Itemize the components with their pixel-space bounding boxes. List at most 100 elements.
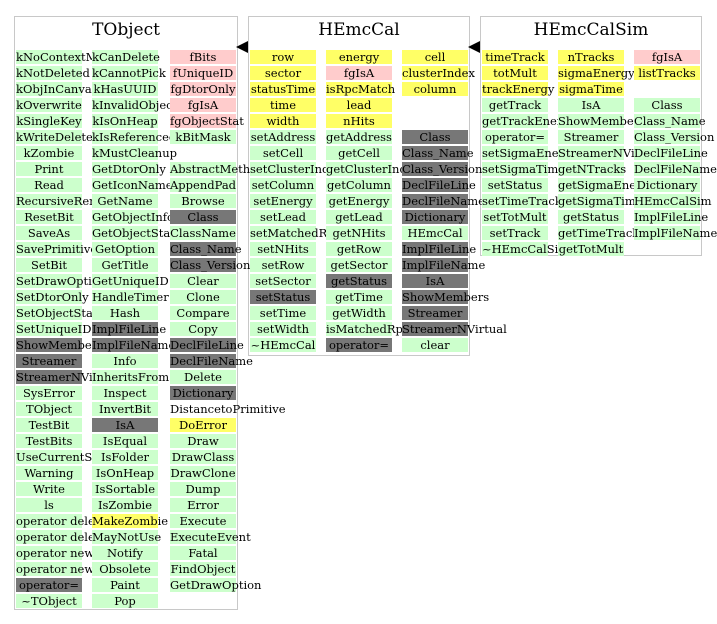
member-cell: GetOption (92, 242, 158, 256)
member-cell: fgObjectStat (170, 114, 244, 128)
member-cell: getColumn (326, 178, 392, 192)
member-cell: kSingleKey (16, 114, 82, 128)
member-cell: SetDrawOption (16, 274, 107, 288)
member-cell: operator= (326, 338, 392, 352)
member-cell: kNotDeleted (16, 66, 90, 80)
member-cell: GetIconName (92, 178, 173, 192)
member-cell: HEmcCalSim (634, 194, 712, 208)
member-cell: kIsReferenced (92, 130, 177, 144)
member-cell: ls (16, 498, 82, 512)
member-cell: setStatus (482, 178, 548, 192)
member-cell: setLead (250, 210, 316, 224)
member-cell: Print (16, 162, 82, 176)
member-cell: clear (402, 338, 468, 352)
member-cell: ShowMembers (16, 338, 104, 352)
member-cell: fBits (170, 50, 236, 64)
member-cell: getStatus (558, 210, 624, 224)
member-cell: setRow (250, 258, 316, 272)
member-cell: Delete (170, 370, 236, 384)
member-cell: kInvalidObject (92, 98, 178, 112)
member-cell: operator delete (16, 514, 107, 528)
member-cell: getNHits (326, 226, 392, 240)
member-cell: Copy (170, 322, 236, 336)
member-cell: SetObjectStat (16, 306, 98, 320)
member-cell: timeTrack (482, 50, 548, 64)
member-cell: InheritsFrom (92, 370, 170, 384)
member-cell: kWriteDelete (16, 130, 93, 144)
member-cell: GetObjectInfo (92, 210, 174, 224)
member-cell: Draw (170, 434, 236, 448)
member-cell: setTrack (482, 226, 548, 240)
member-cell: fgDtorOnly (170, 82, 236, 96)
member-cell: Browse (170, 194, 236, 208)
member-cell: row (250, 50, 316, 64)
member-cell: DrawClass (170, 450, 236, 464)
member-cell: getClusterIndex (326, 162, 421, 176)
class-title-tobject: TObject (92, 20, 160, 40)
member-cell-empty (170, 146, 236, 160)
member-cell: getTrackEnergy (482, 114, 577, 128)
member-cell: getCell (326, 146, 392, 160)
member-cell: setNHits (250, 242, 316, 256)
member-cell: IsEqual (92, 434, 158, 448)
member-cell: sigmaTime (558, 82, 624, 96)
member-cell: kHasUUID (92, 82, 158, 96)
member-cell: ~TObject (16, 594, 82, 608)
member-cell: totMult (482, 66, 548, 80)
member-cell: Class_Name (170, 242, 242, 256)
member-cell: column (402, 82, 468, 96)
member-cell: Clear (170, 274, 236, 288)
member-cell: DoError (170, 418, 236, 432)
member-cell: IsOnHeap (92, 466, 158, 480)
member-cell: sector (250, 66, 316, 80)
member-cell: kCannotPick (92, 66, 166, 80)
member-cell: DistancetoPrimitive (170, 402, 286, 416)
member-cell: AppendPad (170, 178, 237, 192)
member-cell: getSector (326, 258, 392, 272)
member-cell: InvertBit (92, 402, 158, 416)
member-cell: fgIsA (634, 50, 700, 64)
member-cell: setWidth (250, 322, 316, 336)
member-cell: getStatus (326, 274, 392, 288)
member-cell: IsA (558, 98, 624, 112)
member-cell: setEnergy (250, 194, 316, 208)
member-cell: getTrack (482, 98, 548, 112)
member-cell: lead (326, 98, 392, 112)
member-cell: Fatal (170, 546, 236, 560)
member-cell: setAddress (250, 130, 316, 144)
member-cell: SysError (16, 386, 82, 400)
member-cell: ImplFileName (402, 258, 486, 272)
member-cell: Paint (92, 578, 158, 592)
member-cell: Read (16, 178, 82, 192)
member-cell: Streamer (402, 306, 468, 320)
member-cell: energy (326, 50, 392, 64)
member-cell: Info (92, 354, 158, 368)
member-cell: operator= (482, 130, 548, 144)
member-cell: MakeZombie (92, 514, 169, 528)
member-cell: Dictionary (634, 178, 700, 192)
member-cell: getLead (326, 210, 392, 224)
member-cell: Dictionary (402, 210, 468, 224)
member-cell: Class (170, 210, 236, 224)
member-cell: Class_Version (170, 258, 251, 272)
member-cell: nTracks (558, 50, 624, 64)
member-cell: GetObjectStat (92, 226, 175, 240)
member-cell: getRow (326, 242, 392, 256)
class-box-top-hemccal (248, 16, 470, 17)
member-cell: IsA (402, 274, 468, 288)
member-cell: operator delete[] (16, 530, 116, 544)
member-cell: setSector (250, 274, 316, 288)
member-cell: DeclFileLine (634, 146, 708, 160)
member-cell: Class_Name (402, 146, 474, 160)
member-cell: nHits (326, 114, 392, 128)
member-cell: ClassName (170, 226, 236, 240)
member-cell: setSigmaTime (482, 162, 566, 176)
member-cell: TObject (16, 402, 82, 416)
member-cell: kCanDelete (92, 50, 160, 64)
member-cell: GetName (92, 194, 158, 208)
member-cell: setTime (250, 306, 316, 320)
member-cell: getAddress (326, 130, 392, 144)
member-cell: ResetBit (16, 210, 82, 224)
member-cell: isRpcMatch (326, 82, 396, 96)
class-box-top-hemccalsim (480, 16, 702, 17)
